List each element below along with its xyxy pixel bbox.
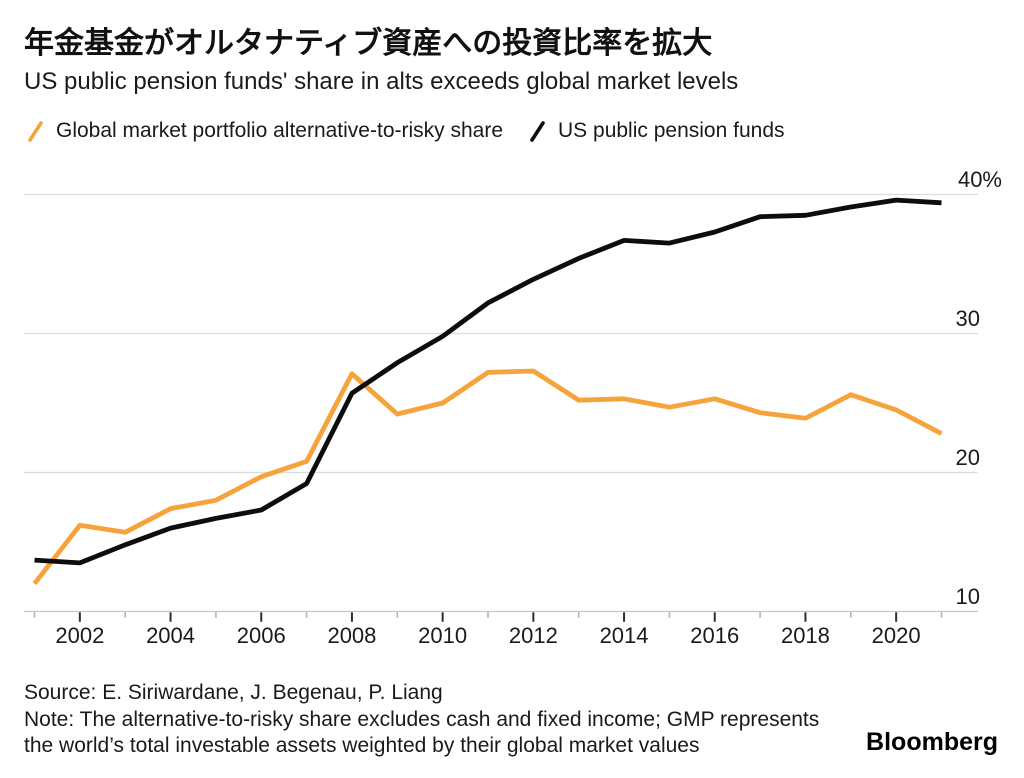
series-line-us-pensions xyxy=(34,197,942,566)
legend-item-us-pensions: US public pension funds xyxy=(529,119,785,143)
y-axis-label: 30 xyxy=(955,305,980,331)
x-axis-label: 2018 xyxy=(780,623,830,648)
y-axis-label: 20 xyxy=(955,444,980,470)
x-axis-label: 2008 xyxy=(327,623,377,648)
x-axis-label: 2006 xyxy=(236,623,286,648)
legend-item-gmp-share: Global market portfolio alternative-to-r… xyxy=(27,119,503,143)
series-line-gmp xyxy=(32,368,943,586)
source-text: Source: E. Siriwardane, J. Begenau, P. L… xyxy=(24,681,443,704)
x-axis-label: 2010 xyxy=(418,623,468,648)
legend-label-gmp-share: Global market portfolio alternative-to-r… xyxy=(56,119,504,142)
orange-slash-icon xyxy=(28,120,43,142)
black-slash-icon xyxy=(530,120,545,142)
x-axis-label: 2016 xyxy=(690,623,740,648)
chart-title-japanese: 年金基金がオルタナティブ資産への投資比率を拡大 xyxy=(24,27,713,60)
x-axis-label: 2002 xyxy=(55,623,105,648)
chart-subtitle-english: US public pension funds' share in alts e… xyxy=(24,68,739,95)
bloomberg-logo: Bloomberg xyxy=(866,728,998,756)
note-text-line1: Note: The alternative-to-risky share exc… xyxy=(24,708,820,731)
note-text-line2: the world’s total investable assets weig… xyxy=(24,734,700,757)
y-axis-label: 40% xyxy=(957,166,1002,192)
chart-legend: Global market portfolio alternative-to-r… xyxy=(27,119,785,143)
x-axis-label: 2014 xyxy=(599,623,649,648)
x-axis-label: 2012 xyxy=(508,623,558,648)
x-axis-label: 2004 xyxy=(146,623,196,648)
legend-label-us-pensions: US public pension funds xyxy=(558,119,785,142)
y-axis-label: 10 xyxy=(955,583,980,609)
x-axis-label: 2020 xyxy=(871,623,921,648)
